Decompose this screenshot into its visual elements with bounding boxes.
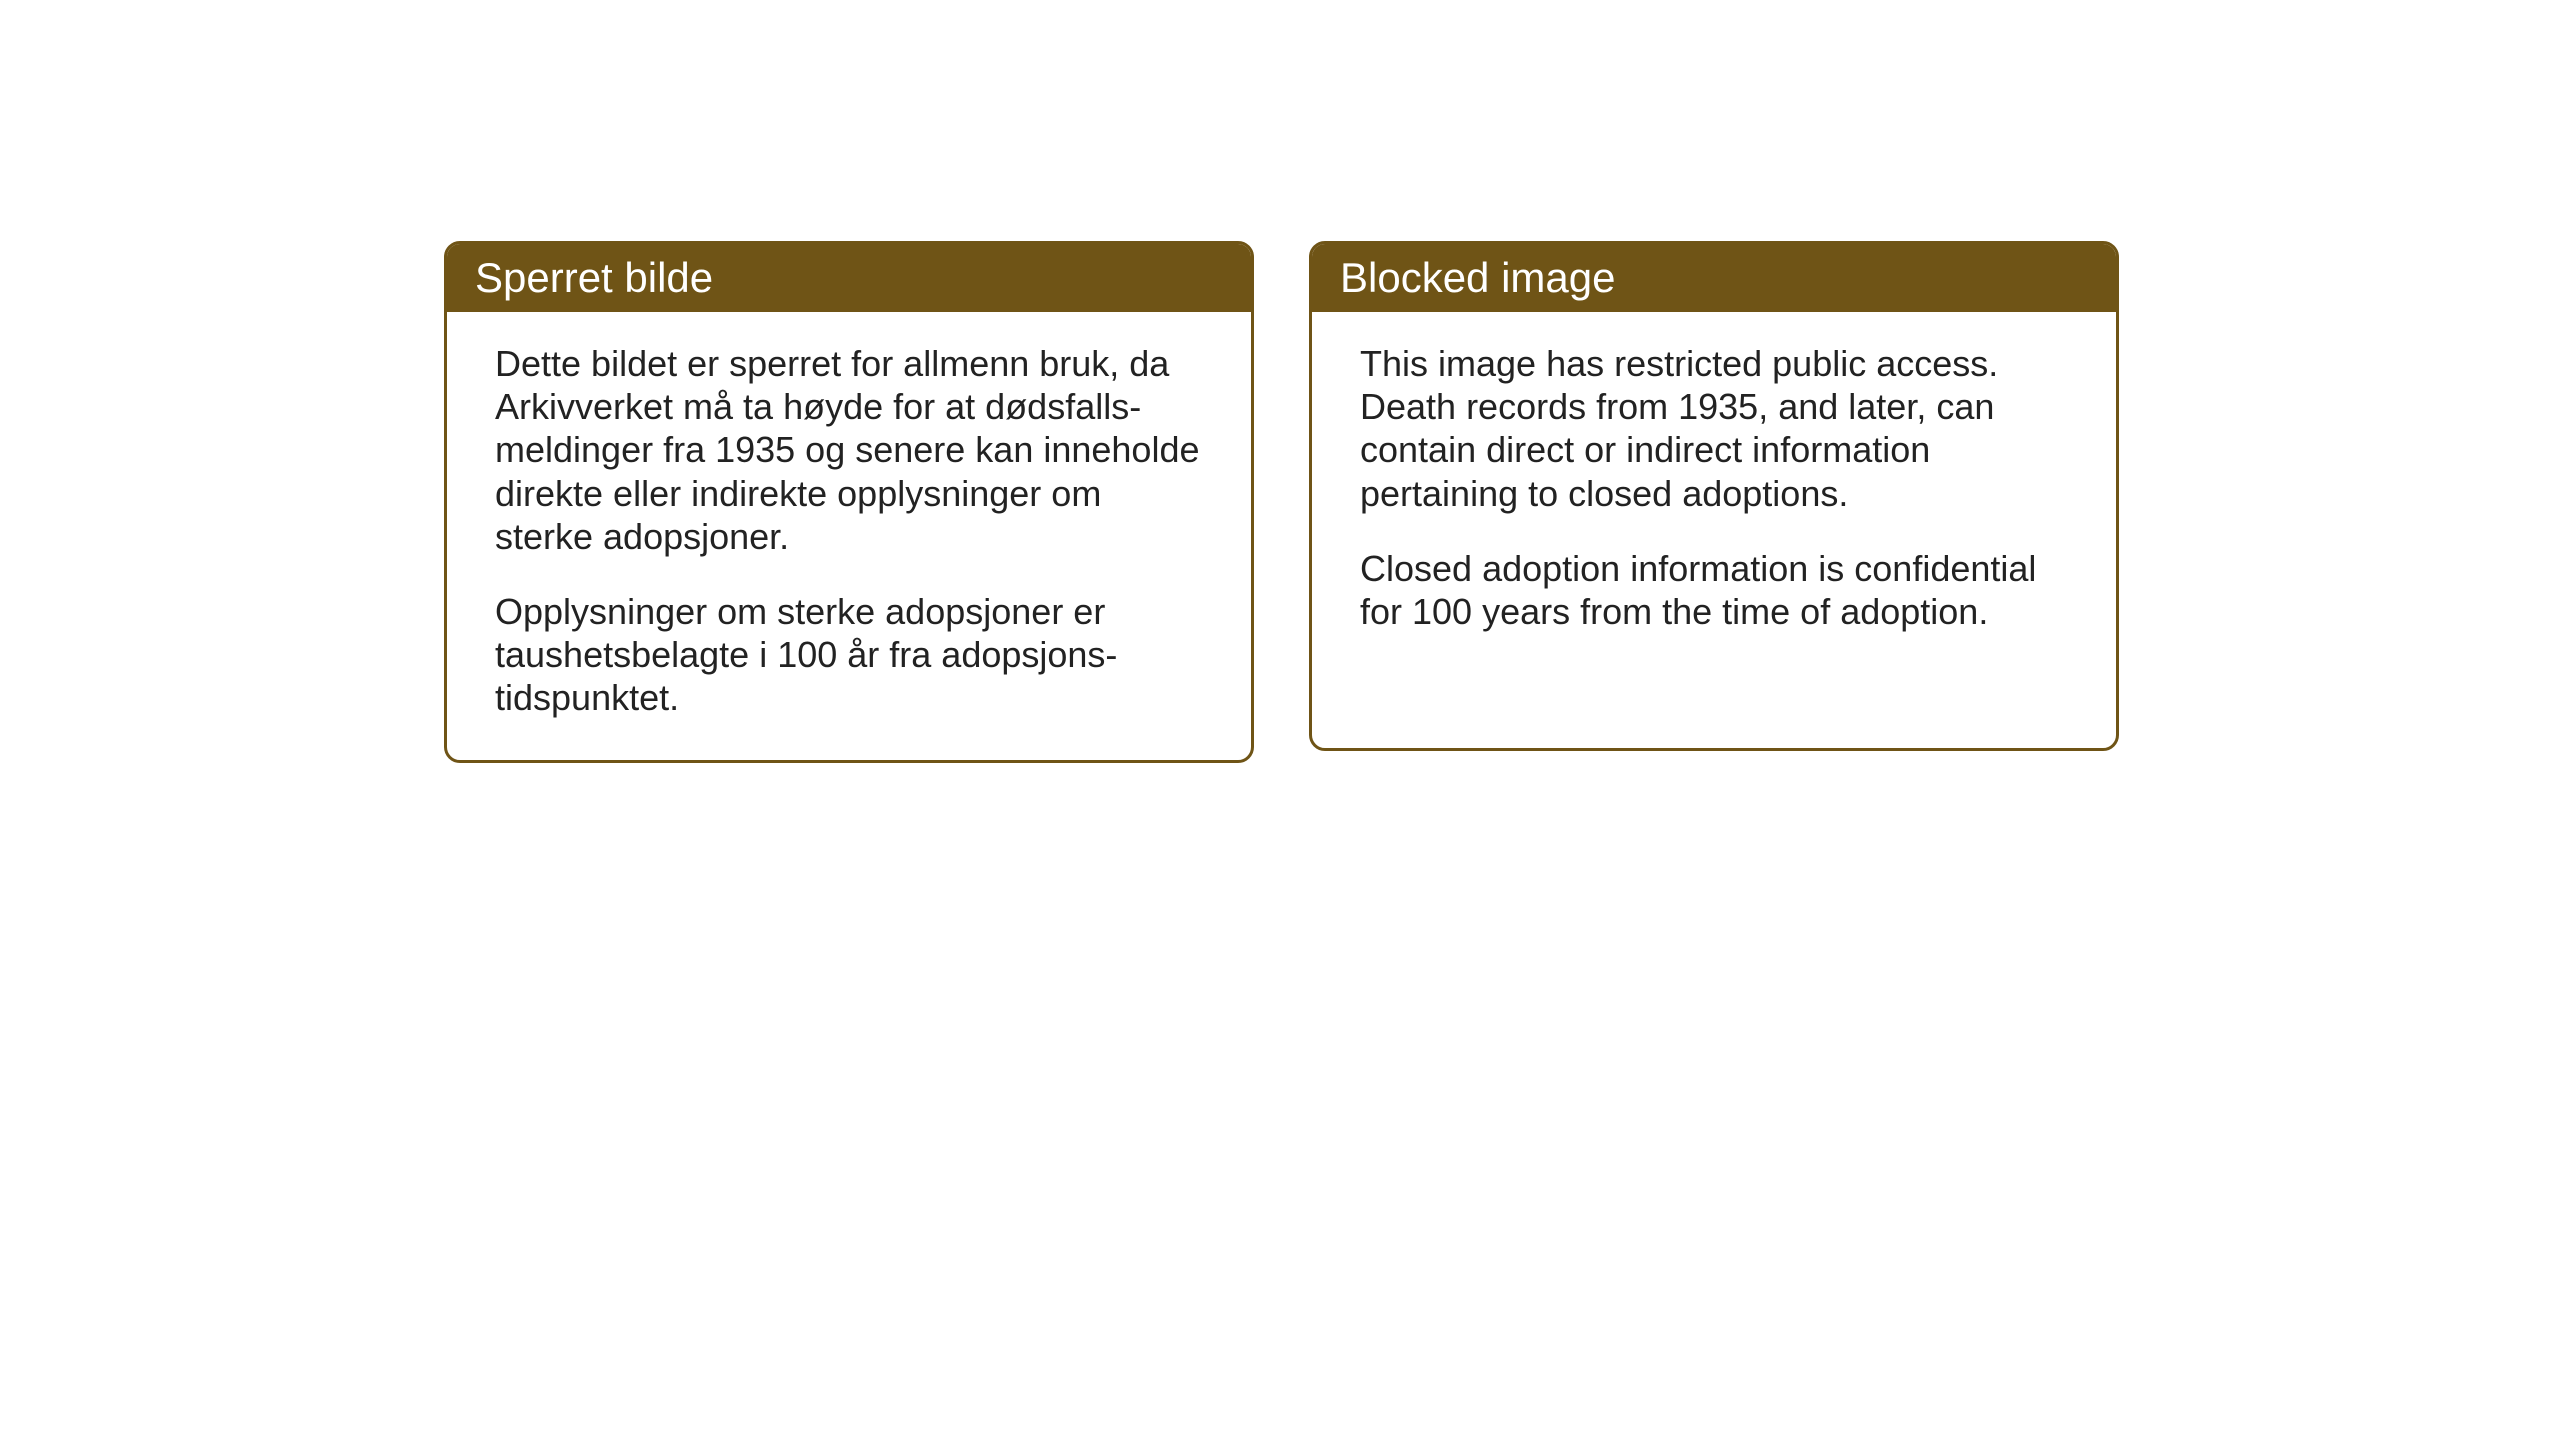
paragraph-text: Closed adoption information is confident… (1360, 547, 2068, 633)
card-body-norwegian: Dette bildet er sperret for allmenn bruk… (447, 312, 1251, 760)
notice-container: Sperret bilde Dette bildet er sperret fo… (444, 241, 2119, 763)
card-title-english: Blocked image (1340, 254, 1615, 301)
notice-card-norwegian: Sperret bilde Dette bildet er sperret fo… (444, 241, 1254, 763)
paragraph-text: Opplysninger om sterke adopsjoner er tau… (495, 590, 1203, 720)
notice-card-english: Blocked image This image has restricted … (1309, 241, 2119, 751)
card-body-english: This image has restricted public access.… (1312, 312, 2116, 673)
card-header-english: Blocked image (1312, 244, 2116, 312)
card-header-norwegian: Sperret bilde (447, 244, 1251, 312)
paragraph-text: Dette bildet er sperret for allmenn bruk… (495, 342, 1203, 558)
card-title-norwegian: Sperret bilde (475, 254, 713, 301)
paragraph-text: This image has restricted public access.… (1360, 342, 2068, 515)
